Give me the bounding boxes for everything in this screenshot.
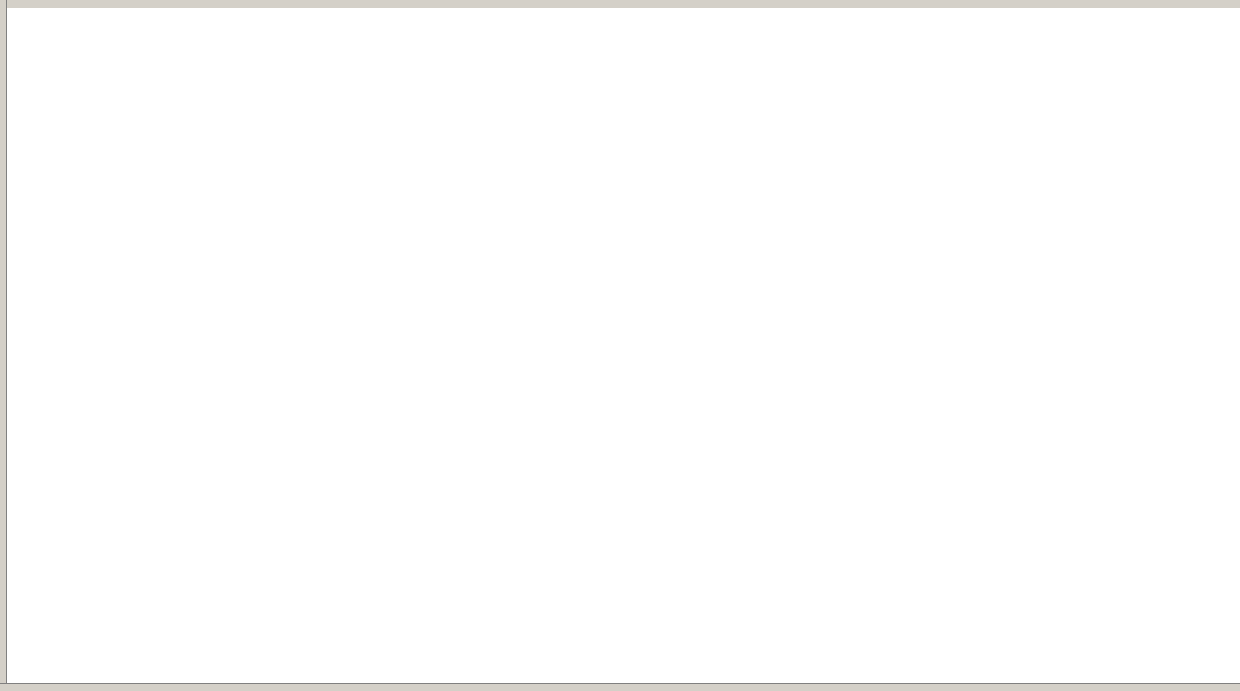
window-top-edge xyxy=(0,0,1240,8)
window-bottom-edge xyxy=(0,683,1240,691)
window-left-edge xyxy=(0,0,7,691)
